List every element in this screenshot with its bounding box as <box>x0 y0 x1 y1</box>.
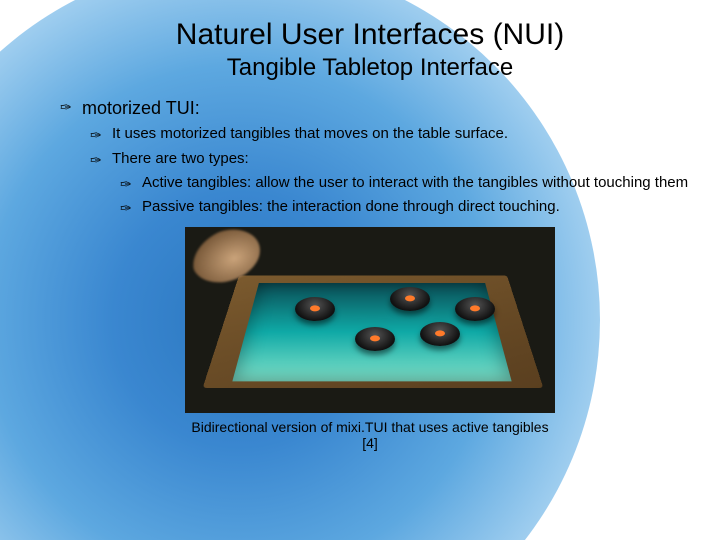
bullet-text: motorized TUI: <box>82 98 200 118</box>
slide-title: Naturel User Interfaces (NUI) <box>50 18 690 52</box>
bullet-level2: ✑ It uses motorized tangibles that moves… <box>90 124 690 144</box>
bullet-level1: ✑ motorized TUI: <box>60 96 690 120</box>
bullet-text: Passive tangibles: the interaction done … <box>142 198 560 215</box>
bullet-icon: ✑ <box>120 175 132 194</box>
bullet-icon: ✑ <box>60 98 72 117</box>
bullet-icon: ✑ <box>90 151 102 170</box>
bullet-icon: ✑ <box>120 199 132 218</box>
bullet-level3: ✑ Active tangibles: allow the user to in… <box>120 173 690 193</box>
bullet-text: There are two types: <box>112 150 249 167</box>
figure-photo <box>185 227 555 413</box>
bullet-icon: ✑ <box>90 126 102 145</box>
slide-subtitle: Tangible Tabletop Interface <box>50 54 690 82</box>
figure: Bidirectional version of mixi.TUI that u… <box>185 227 555 451</box>
bullet-text: It uses motorized tangibles that moves o… <box>112 125 508 142</box>
bullet-level2: ✑ There are two types: <box>90 149 690 169</box>
bullet-level3: ✑ Passive tangibles: the interaction don… <box>120 197 690 217</box>
bullet-text: Active tangibles: allow the user to inte… <box>142 174 688 191</box>
bullet-list: ✑ motorized TUI: ✑ It uses motorized tan… <box>50 96 690 217</box>
figure-caption: Bidirectional version of mixi.TUI that u… <box>185 419 555 451</box>
slide: Naturel User Interfaces (NUI) Tangible T… <box>0 0 720 540</box>
